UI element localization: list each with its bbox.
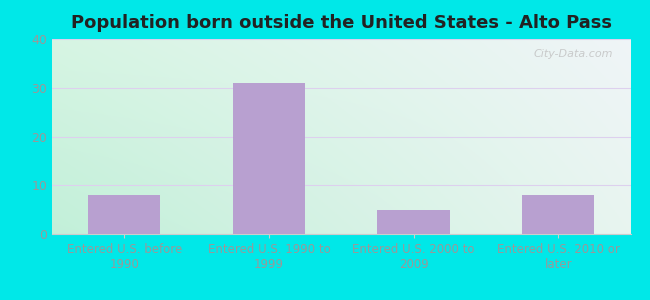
Bar xyxy=(378,210,450,234)
Bar xyxy=(522,195,594,234)
Title: Population born outside the United States - Alto Pass: Population born outside the United State… xyxy=(71,14,612,32)
Bar xyxy=(88,195,161,234)
Bar xyxy=(233,83,305,234)
Text: City-Data.com: City-Data.com xyxy=(534,49,613,59)
